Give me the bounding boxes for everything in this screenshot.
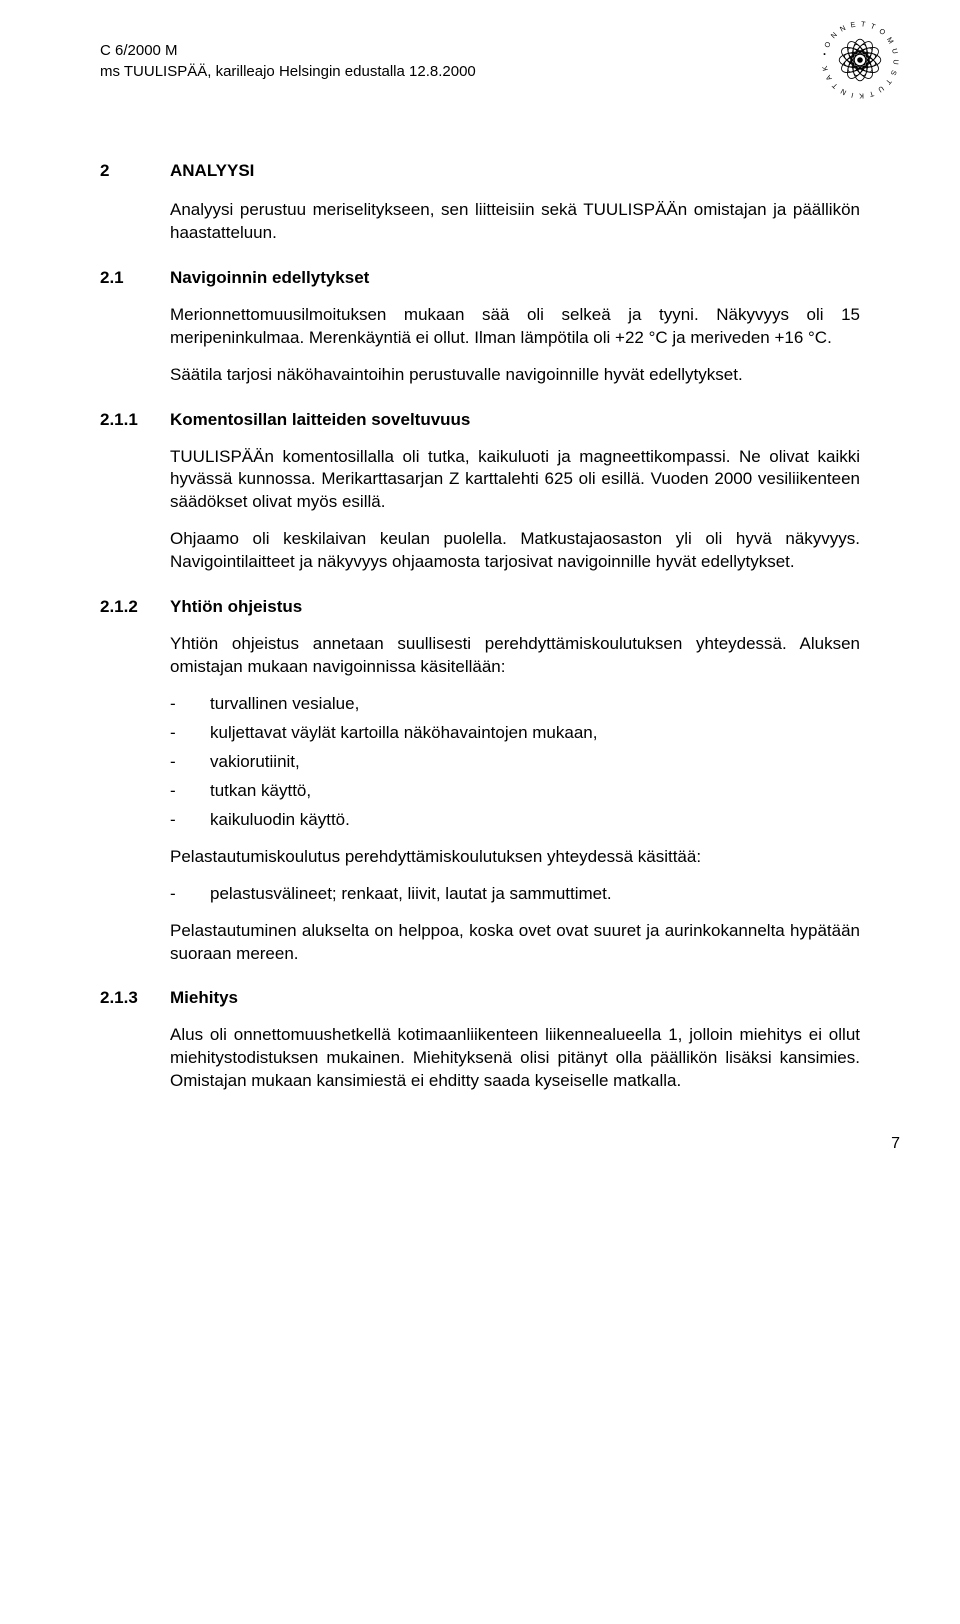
section-number: 2.1.3 [100,987,170,1010]
list-item: - kuljettavat väylät kartoilla näköhavai… [170,722,860,745]
list-item-text: pelastusvälineet; renkaat, liivit, lauta… [210,883,612,906]
section-title: Miehitys [170,987,238,1010]
section-title: Yhtiön ohjeistus [170,596,302,619]
page-header: C 6/2000 M ms TUULISPÄÄ, karilleajo Hels… [100,40,860,100]
doc-code: C 6/2000 M [100,40,476,61]
section-title: Komentosillan laitteiden soveltuvuus [170,409,470,432]
document-page: C 6/2000 M ms TUULISPÄÄ, karilleajo Hels… [0,0,960,1205]
list-item-text: tutkan käyttö, [210,780,311,803]
section-title: Navigoinnin edellytykset [170,267,369,290]
section-number: 2 [100,160,170,183]
list-item: - pelastusvälineet; renkaat, liivit, lau… [170,883,860,906]
paragraph: Säätila tarjosi näköhavaintoihin perustu… [170,364,860,387]
list-item-text: kuljettavat väylät kartoilla näköhavaint… [210,722,597,745]
section-number: 2.1.2 [100,596,170,619]
section-2-1-2-heading: 2.1.2 Yhtiön ohjeistus [100,596,860,619]
dash-icon: - [170,693,210,716]
section-number: 2.1.1 [100,409,170,432]
paragraph: Alus oli onnettomuushetkellä kotimaanlii… [170,1024,860,1093]
paragraph: Merionnettomuusilmoituksen mukaan sää ol… [170,304,860,350]
paragraph: Pelastautumiskoulutus perehdyttämiskoulu… [170,846,860,869]
agency-logo-icon: • O N N E T T O M U U S T U T K I N T A … [820,20,900,100]
list-item: - turvallinen vesialue, [170,693,860,716]
paragraph: Yhtiön ohjeistus annetaan suullisesti pe… [170,633,860,679]
doc-title: ms TUULISPÄÄ, karilleajo Helsingin edust… [100,61,476,82]
section-2-1-heading: 2.1 Navigoinnin edellytykset [100,267,860,290]
section-2-1-1-heading: 2.1.1 Komentosillan laitteiden soveltuvu… [100,409,860,432]
paragraph: Ohjaamo oli keskilaivan keulan puolella.… [170,528,860,574]
section-2-1-3-heading: 2.1.3 Miehitys [100,987,860,1010]
dash-icon: - [170,780,210,803]
paragraph: Analyysi perustuu meriselitykseen, sen l… [170,199,860,245]
list-item-text: turvallinen vesialue, [210,693,359,716]
dash-icon: - [170,809,210,832]
section-title: ANALYYSI [170,160,254,183]
section-2-heading: 2 ANALYYSI [100,160,860,183]
header-text-block: C 6/2000 M ms TUULISPÄÄ, karilleajo Hels… [100,40,476,82]
dash-icon: - [170,751,210,774]
paragraph: TUULISPÄÄn komentosillalla oli tutka, ka… [170,446,860,515]
dash-icon: - [170,883,210,906]
section-number: 2.1 [100,267,170,290]
page-number: 7 [100,1133,900,1155]
list-item-text: kaikuluodin käyttö. [210,809,350,832]
dash-icon: - [170,722,210,745]
list-item: - vakiorutiinit, [170,751,860,774]
list-item-text: vakiorutiinit, [210,751,300,774]
list-item: - tutkan käyttö, [170,780,860,803]
list-item: - kaikuluodin käyttö. [170,809,860,832]
paragraph: Pelastautuminen alukselta on helppoa, ko… [170,920,860,966]
